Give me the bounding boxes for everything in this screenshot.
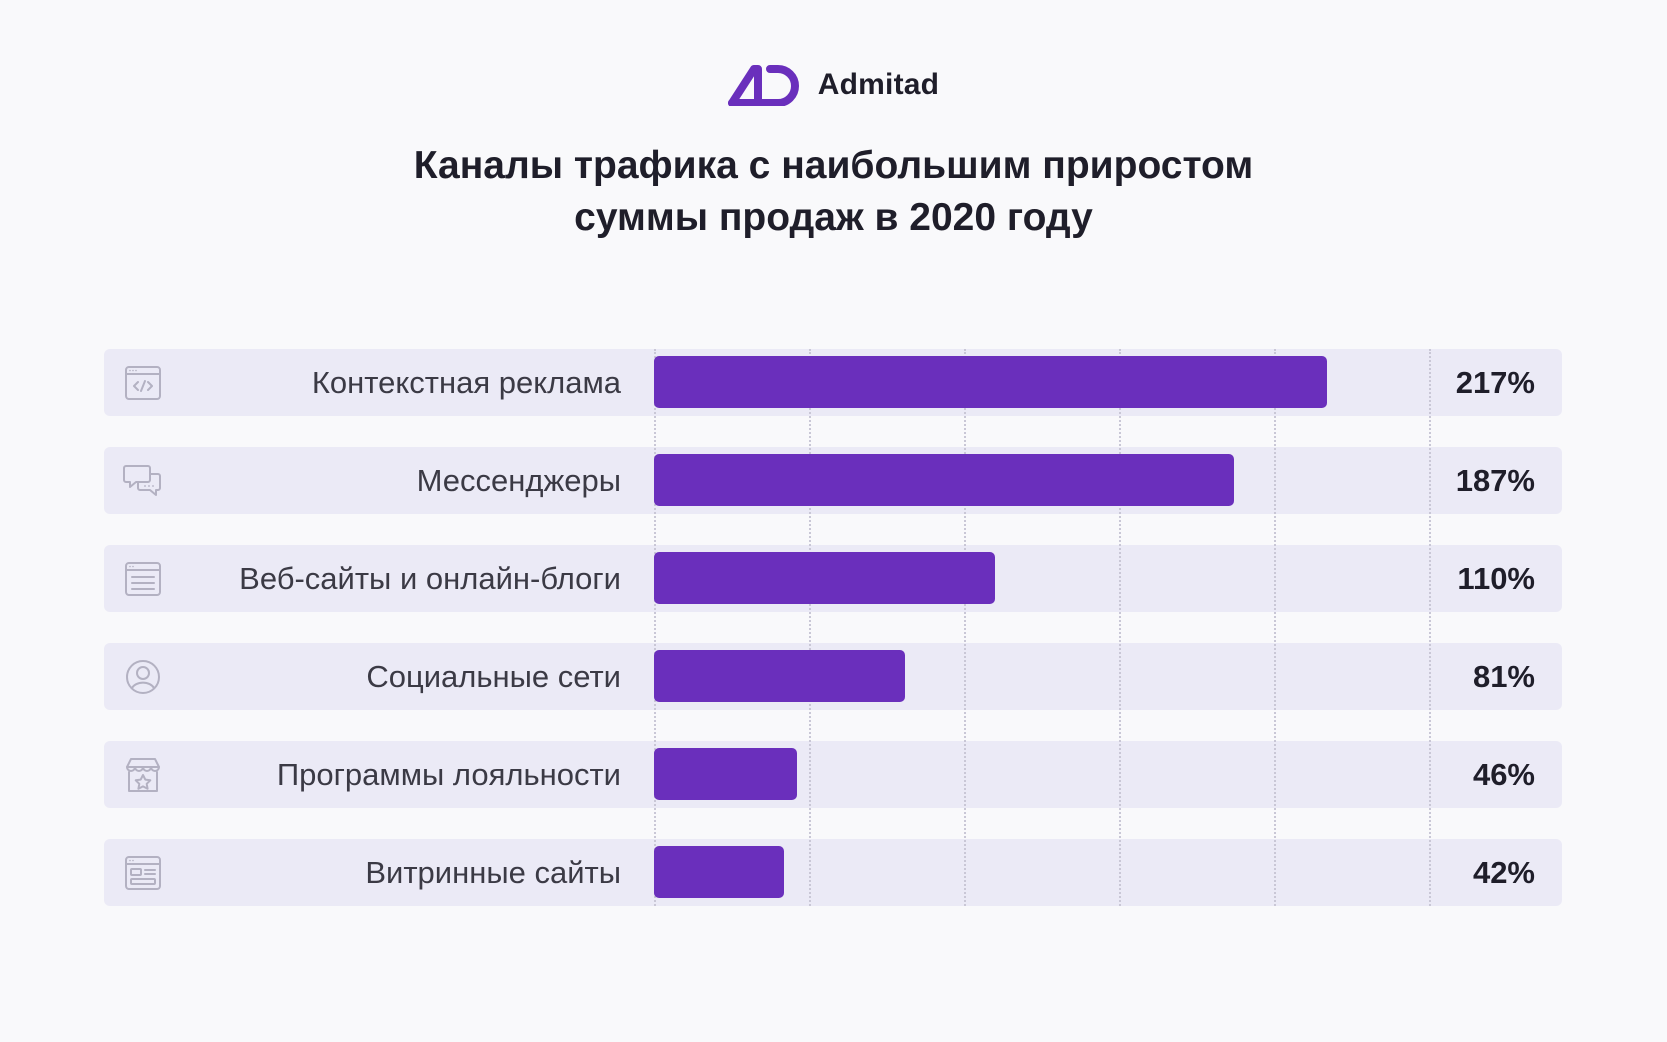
- code-window-icon: [123, 363, 163, 403]
- gridline: [654, 349, 656, 906]
- gridline: [1429, 349, 1432, 906]
- value-label: 42%: [1472, 855, 1535, 890]
- category-label: Программы лояльности: [276, 757, 621, 792]
- chart-row-background: [104, 839, 1562, 906]
- gridline: [964, 349, 967, 906]
- store-star-icon: [123, 755, 163, 795]
- gridline: [809, 349, 812, 906]
- admitad-logo-icon: [727, 65, 799, 106]
- value-label: 110%: [1457, 561, 1535, 596]
- admitad-logo: Admitad: [0, 64, 1667, 106]
- bar: [654, 748, 797, 800]
- bar: [654, 356, 1327, 408]
- value-label: 217%: [1455, 365, 1535, 400]
- bar: [654, 552, 995, 604]
- chart-title-line-2: суммы продаж в 2020 году: [574, 196, 1093, 239]
- bar: [654, 454, 1234, 506]
- gridline: [1119, 349, 1122, 906]
- category-label: Веб-сайты и онлайн-блоги: [239, 561, 621, 596]
- webpage-icon: [123, 559, 163, 599]
- value-label: 81%: [1472, 659, 1535, 694]
- category-label: Витринные сайты: [365, 855, 621, 890]
- chart-row-background: [104, 741, 1562, 808]
- bar: [654, 846, 784, 898]
- showcase-site-icon: [123, 853, 163, 893]
- value-label: 46%: [1472, 757, 1535, 792]
- category-label: Мессенджеры: [416, 463, 621, 498]
- chart-title-line-1: Каналы трафика с наибольшим приростом: [413, 144, 1254, 187]
- chat-bubbles-icon: [123, 461, 163, 501]
- bar: [654, 650, 905, 702]
- category-label: Социальные сети: [366, 659, 621, 694]
- category-label: Контекстная реклама: [311, 365, 621, 400]
- gridline: [1274, 349, 1277, 906]
- chart-title: Каналы трафика с наибольшим приростом су…: [0, 140, 1667, 244]
- logo-text: Admitad: [817, 68, 940, 101]
- user-circle-icon: [123, 657, 163, 697]
- value-label: 187%: [1455, 463, 1535, 498]
